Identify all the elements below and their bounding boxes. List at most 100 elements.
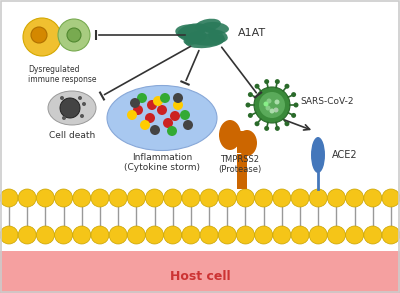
Circle shape bbox=[73, 189, 91, 207]
Ellipse shape bbox=[48, 91, 96, 125]
Circle shape bbox=[264, 126, 269, 131]
Circle shape bbox=[218, 189, 236, 207]
Circle shape bbox=[18, 226, 36, 244]
Circle shape bbox=[291, 113, 296, 118]
Circle shape bbox=[382, 226, 400, 244]
Circle shape bbox=[164, 189, 182, 207]
Circle shape bbox=[160, 93, 170, 103]
Circle shape bbox=[109, 226, 127, 244]
Circle shape bbox=[54, 189, 72, 207]
Circle shape bbox=[273, 226, 291, 244]
Circle shape bbox=[130, 98, 140, 108]
Circle shape bbox=[255, 189, 273, 207]
Circle shape bbox=[248, 113, 253, 118]
Circle shape bbox=[58, 19, 90, 51]
Text: Cell death: Cell death bbox=[49, 131, 95, 140]
Circle shape bbox=[127, 189, 145, 207]
Circle shape bbox=[200, 189, 218, 207]
Ellipse shape bbox=[208, 30, 228, 42]
Circle shape bbox=[147, 100, 157, 110]
Bar bbox=[0, 251, 400, 293]
Circle shape bbox=[157, 105, 167, 115]
Circle shape bbox=[146, 189, 164, 207]
Circle shape bbox=[109, 189, 127, 207]
Circle shape bbox=[173, 93, 183, 103]
Ellipse shape bbox=[184, 31, 206, 45]
Circle shape bbox=[60, 96, 64, 100]
Circle shape bbox=[183, 120, 193, 130]
Circle shape bbox=[254, 84, 260, 89]
Ellipse shape bbox=[185, 34, 225, 48]
Circle shape bbox=[382, 189, 400, 207]
Text: Dysregulated
immune response: Dysregulated immune response bbox=[28, 65, 96, 84]
Circle shape bbox=[200, 226, 218, 244]
Circle shape bbox=[364, 189, 382, 207]
Circle shape bbox=[62, 116, 66, 120]
Circle shape bbox=[259, 92, 285, 118]
Circle shape bbox=[54, 226, 72, 244]
Circle shape bbox=[82, 102, 86, 106]
Circle shape bbox=[167, 126, 177, 136]
Text: A1AT: A1AT bbox=[238, 28, 266, 38]
Text: Host cell: Host cell bbox=[170, 270, 230, 284]
Text: Inflammation
(Cytokine storm): Inflammation (Cytokine storm) bbox=[124, 153, 200, 172]
Circle shape bbox=[266, 105, 270, 110]
Circle shape bbox=[284, 84, 290, 89]
Circle shape bbox=[182, 226, 200, 244]
Circle shape bbox=[91, 189, 109, 207]
Circle shape bbox=[248, 92, 253, 97]
Ellipse shape bbox=[195, 19, 221, 31]
Circle shape bbox=[91, 226, 109, 244]
Circle shape bbox=[127, 226, 145, 244]
Circle shape bbox=[364, 226, 382, 244]
Circle shape bbox=[180, 110, 190, 120]
Circle shape bbox=[173, 100, 183, 110]
Ellipse shape bbox=[201, 22, 229, 34]
Circle shape bbox=[140, 120, 150, 130]
Circle shape bbox=[309, 189, 327, 207]
Ellipse shape bbox=[107, 86, 217, 151]
Circle shape bbox=[246, 103, 250, 108]
Ellipse shape bbox=[177, 23, 207, 39]
Circle shape bbox=[73, 226, 91, 244]
Circle shape bbox=[274, 108, 278, 113]
Circle shape bbox=[67, 28, 81, 42]
Circle shape bbox=[170, 111, 180, 121]
Circle shape bbox=[264, 79, 269, 84]
Circle shape bbox=[236, 189, 254, 207]
Circle shape bbox=[164, 226, 182, 244]
Circle shape bbox=[153, 96, 163, 106]
Ellipse shape bbox=[219, 120, 241, 150]
Circle shape bbox=[255, 226, 273, 244]
Circle shape bbox=[309, 226, 327, 244]
Bar bbox=[237, 154, 247, 189]
Circle shape bbox=[346, 189, 364, 207]
Circle shape bbox=[275, 79, 280, 84]
Circle shape bbox=[36, 189, 54, 207]
Circle shape bbox=[236, 226, 254, 244]
Circle shape bbox=[36, 226, 54, 244]
Circle shape bbox=[294, 103, 298, 108]
Circle shape bbox=[145, 113, 155, 123]
Circle shape bbox=[146, 226, 164, 244]
Circle shape bbox=[275, 126, 280, 131]
Circle shape bbox=[284, 121, 290, 126]
Circle shape bbox=[80, 114, 84, 118]
Circle shape bbox=[328, 226, 346, 244]
Circle shape bbox=[133, 105, 143, 115]
Circle shape bbox=[254, 87, 290, 123]
Circle shape bbox=[137, 93, 147, 103]
Circle shape bbox=[266, 98, 272, 103]
Circle shape bbox=[270, 108, 274, 113]
Ellipse shape bbox=[237, 130, 257, 156]
Circle shape bbox=[60, 98, 80, 118]
Circle shape bbox=[0, 189, 18, 207]
Text: TMPRSS2
(Protease): TMPRSS2 (Protease) bbox=[218, 155, 262, 174]
Circle shape bbox=[291, 92, 296, 97]
Circle shape bbox=[0, 226, 18, 244]
Circle shape bbox=[264, 101, 268, 106]
Circle shape bbox=[150, 125, 160, 135]
Circle shape bbox=[273, 189, 291, 207]
Text: SARS-CoV-2: SARS-CoV-2 bbox=[300, 96, 354, 105]
Circle shape bbox=[23, 18, 61, 56]
